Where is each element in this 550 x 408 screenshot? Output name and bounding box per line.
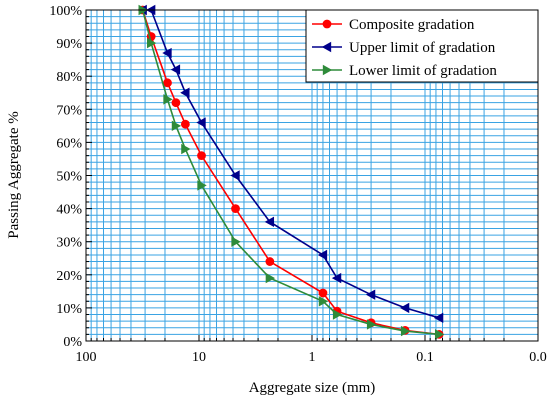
x-tick-label: 0.0 <box>529 350 547 365</box>
y-tick-label: 80% <box>56 70 82 85</box>
data-point <box>231 236 241 247</box>
legend-label: Upper limit of gradation <box>349 40 496 56</box>
y-tick-labels: 0% 10% 20% 30% 40% 50% 60% 70% 80% 90% 100% <box>49 4 82 350</box>
legend-marker <box>322 64 333 76</box>
data-point <box>170 64 181 75</box>
y-tick-label: 60% <box>56 136 82 151</box>
legend: Composite gradation Upper limit of gradat… <box>305 9 539 83</box>
data-point <box>147 37 157 49</box>
data-point <box>181 143 191 155</box>
data-point <box>162 47 172 59</box>
series-3 <box>138 4 445 340</box>
y-tick-label: 100% <box>49 4 82 19</box>
data-point <box>171 98 181 108</box>
y-tick-label: 90% <box>56 37 82 52</box>
data-point <box>265 257 275 266</box>
legend-marker <box>322 19 332 29</box>
data-point <box>365 289 376 300</box>
x-tick-label: 0.1 <box>416 350 434 365</box>
legend-box <box>305 9 539 83</box>
data-point <box>399 302 410 314</box>
x-tick-label: 10 <box>192 350 206 365</box>
data-point <box>163 94 173 105</box>
x-tick-label: 1 <box>309 350 316 365</box>
y-tick-label: 40% <box>56 203 82 218</box>
y-tick-label: 20% <box>56 269 82 284</box>
legend-item: Upper limit of gradation <box>312 40 496 56</box>
legend-label: Lower limit of gradation <box>349 63 497 79</box>
data-point <box>196 117 206 128</box>
data-point <box>163 78 172 88</box>
data-point <box>180 87 190 98</box>
axes-ticks <box>86 9 539 342</box>
data-point <box>433 312 444 324</box>
y-tick-label: 10% <box>56 302 82 317</box>
data-point <box>331 272 342 284</box>
data-point <box>366 319 377 330</box>
data-point <box>197 151 206 161</box>
data-point <box>231 204 240 214</box>
x-tick-label: 100 <box>76 350 97 365</box>
data-point <box>180 119 190 129</box>
y-tick-label: 70% <box>56 103 82 118</box>
data-point <box>317 249 328 261</box>
data-point <box>400 325 411 337</box>
data-point <box>332 309 343 320</box>
data-point <box>264 216 275 228</box>
y-tick-label: 30% <box>56 236 82 251</box>
legend-item: Lower limit of gradation <box>312 63 497 79</box>
x-tick-labels: 100 10 1 0.1 0.0 <box>76 350 547 365</box>
legend-item: Composite gradation <box>312 17 475 33</box>
y-axis-title: Passing Aggregate % <box>6 111 22 238</box>
data-point <box>171 120 182 132</box>
y-tick-label: 50% <box>56 170 82 185</box>
data-point <box>434 329 445 340</box>
series-layer <box>137 4 445 340</box>
series-2 <box>137 4 444 324</box>
data-point <box>318 296 329 307</box>
y-tick-label: 0% <box>63 335 82 350</box>
legend-marker <box>321 41 332 53</box>
data-point <box>230 170 240 181</box>
data-point <box>265 272 276 284</box>
data-point <box>197 180 207 191</box>
data-point <box>318 288 328 298</box>
x-axis-title: Aggregate size (mm) <box>249 380 376 396</box>
legend-label: Composite gradation <box>349 17 475 33</box>
